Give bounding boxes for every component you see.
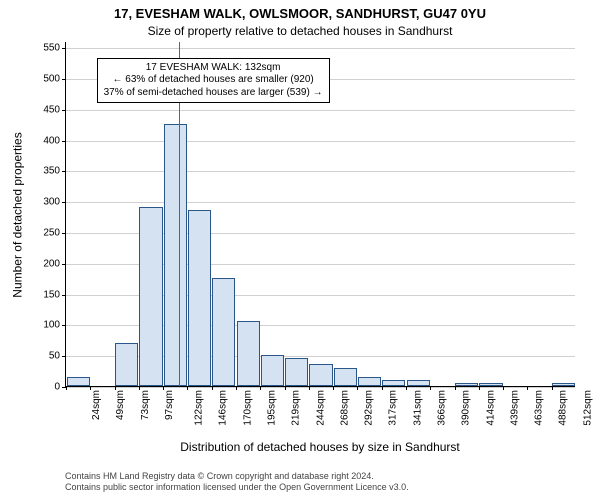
x-axis-label: Distribution of detached houses by size … bbox=[65, 440, 575, 454]
xtick-label: 49sqm bbox=[115, 390, 126, 420]
annotation-line: 17 EVESHAM WALK: 132sqm bbox=[104, 62, 323, 75]
histogram-bar bbox=[334, 368, 357, 386]
grid-line bbox=[66, 202, 575, 203]
histogram-bar bbox=[407, 380, 430, 386]
xtick-mark bbox=[163, 386, 164, 390]
histogram-bar bbox=[285, 358, 308, 386]
xtick-mark bbox=[260, 386, 261, 390]
xtick-label: 122sqm bbox=[194, 390, 205, 426]
histogram-bar bbox=[188, 210, 211, 386]
xtick-mark bbox=[236, 386, 237, 390]
xtick-mark bbox=[552, 386, 553, 390]
xtick-label: 317sqm bbox=[388, 390, 399, 426]
ytick-label: 0 bbox=[54, 382, 66, 393]
xtick-label: 292sqm bbox=[364, 390, 375, 426]
histogram-bar bbox=[67, 377, 90, 386]
annotation-line: ← 63% of detached houses are smaller (92… bbox=[104, 74, 323, 87]
xtick-label: 439sqm bbox=[509, 390, 520, 426]
xtick-mark bbox=[527, 386, 528, 390]
grid-line bbox=[66, 141, 575, 142]
xtick-label: 195sqm bbox=[267, 390, 278, 426]
xtick-mark bbox=[90, 386, 91, 390]
xtick-mark bbox=[357, 386, 358, 390]
xtick-label: 97sqm bbox=[164, 390, 175, 420]
xtick-label: 341sqm bbox=[412, 390, 423, 426]
ytick-label: 350 bbox=[43, 166, 66, 177]
grid-line bbox=[66, 387, 575, 388]
ytick-label: 500 bbox=[43, 73, 66, 84]
xtick-label: 268sqm bbox=[339, 390, 350, 426]
histogram-bar bbox=[261, 355, 284, 386]
chart-subtitle: Size of property relative to detached ho… bbox=[0, 24, 600, 38]
credits-line-1: Contains HM Land Registry data © Crown c… bbox=[65, 471, 575, 483]
annotation-box: 17 EVESHAM WALK: 132sqm← 63% of detached… bbox=[97, 58, 330, 104]
histogram-bar bbox=[212, 278, 235, 386]
xtick-label: 170sqm bbox=[242, 390, 253, 426]
xtick-mark bbox=[187, 386, 188, 390]
grid-line bbox=[66, 48, 575, 49]
xtick-mark bbox=[333, 386, 334, 390]
histogram-bar bbox=[455, 383, 478, 386]
chart-title: 17, EVESHAM WALK, OWLSMOOR, SANDHURST, G… bbox=[0, 6, 600, 21]
xtick-label: 390sqm bbox=[461, 390, 472, 426]
ytick-label: 400 bbox=[43, 135, 66, 146]
ytick-label: 50 bbox=[49, 351, 66, 362]
xtick-mark bbox=[66, 386, 67, 390]
xtick-mark bbox=[139, 386, 140, 390]
xtick-mark bbox=[503, 386, 504, 390]
xtick-mark bbox=[479, 386, 480, 390]
grid-line bbox=[66, 110, 575, 111]
histogram-bar bbox=[552, 383, 575, 386]
histogram-bar bbox=[309, 364, 332, 386]
y-axis-label: Number of detached properties bbox=[10, 42, 26, 387]
xtick-label: 146sqm bbox=[218, 390, 229, 426]
ytick-label: 550 bbox=[43, 43, 66, 54]
histogram-bar bbox=[164, 124, 187, 386]
xtick-label: 512sqm bbox=[582, 390, 593, 426]
ytick-label: 450 bbox=[43, 104, 66, 115]
histogram-bar bbox=[358, 377, 381, 386]
xtick-mark bbox=[309, 386, 310, 390]
xtick-mark bbox=[455, 386, 456, 390]
histogram-bar bbox=[382, 380, 405, 386]
xtick-label: 414sqm bbox=[485, 390, 496, 426]
plot-area: 05010015020025030035040045050055024sqm49… bbox=[65, 42, 575, 387]
histogram-bar bbox=[479, 383, 502, 386]
histogram-bar bbox=[139, 207, 162, 386]
histogram-bar bbox=[115, 343, 138, 386]
xtick-label: 244sqm bbox=[315, 390, 326, 426]
xtick-mark bbox=[382, 386, 383, 390]
ytick-label: 200 bbox=[43, 258, 66, 269]
histogram-bar bbox=[237, 321, 260, 386]
grid-line bbox=[66, 171, 575, 172]
chart-container: 17, EVESHAM WALK, OWLSMOOR, SANDHURST, G… bbox=[0, 0, 600, 500]
xtick-label: 366sqm bbox=[437, 390, 448, 426]
xtick-mark bbox=[430, 386, 431, 390]
xtick-label: 488sqm bbox=[558, 390, 569, 426]
ytick-label: 100 bbox=[43, 320, 66, 331]
credits-line-2: Contains public sector information licen… bbox=[65, 482, 575, 494]
credits: Contains HM Land Registry data © Crown c… bbox=[65, 471, 575, 494]
xtick-mark bbox=[285, 386, 286, 390]
xtick-mark bbox=[212, 386, 213, 390]
xtick-mark bbox=[115, 386, 116, 390]
ytick-label: 250 bbox=[43, 227, 66, 238]
annotation-line: 37% of semi-detached houses are larger (… bbox=[104, 87, 323, 100]
ytick-label: 300 bbox=[43, 197, 66, 208]
xtick-label: 24sqm bbox=[91, 390, 102, 420]
xtick-label: 73sqm bbox=[140, 390, 151, 420]
xtick-label: 463sqm bbox=[534, 390, 545, 426]
xtick-label: 219sqm bbox=[291, 390, 302, 426]
ytick-label: 150 bbox=[43, 289, 66, 300]
xtick-mark bbox=[406, 386, 407, 390]
